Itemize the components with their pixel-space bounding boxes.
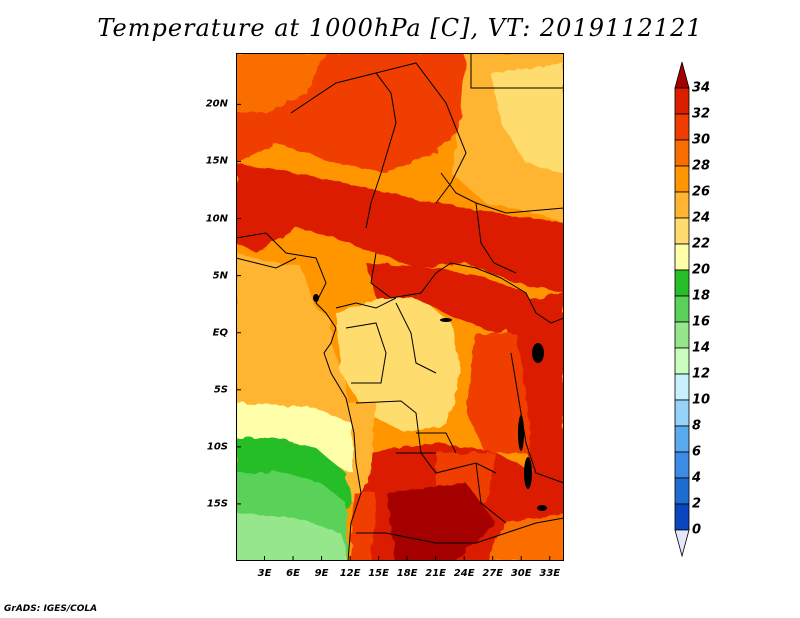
y-tick-label: 5S: [213, 384, 228, 396]
x-tick-label: 12E: [339, 568, 361, 579]
colorbar-cell: [674, 425, 690, 453]
colorbar-label: 16: [692, 314, 711, 330]
colorbar-cell: [674, 87, 690, 115]
x-tick-label: 15E: [368, 568, 389, 579]
colorbar-label: 12: [692, 366, 711, 382]
colorbar-cell: [674, 503, 690, 531]
colorbar-cell: [674, 269, 690, 297]
colorbar-cell: [674, 321, 690, 349]
y-tick-label: 15N: [205, 155, 228, 167]
colorbar-label: 2: [692, 496, 702, 512]
field-south-hottest: [386, 483, 496, 561]
chart-title: Temperature at 1000hPa [C], VT: 20191121…: [97, 14, 703, 42]
field-sahel-hot: [236, 163, 564, 293]
colorbar-label: 10: [692, 392, 711, 408]
colorbar-cell: [674, 243, 690, 271]
field-coast-west: [296, 253, 356, 323]
temperature-map: [236, 53, 564, 561]
x-tick-label: 30E: [510, 568, 532, 579]
x-tick-label: 21E: [425, 568, 447, 579]
field-east-lakes: [506, 293, 564, 493]
colorbar-cell: [674, 399, 690, 427]
x-tick-label: 18E: [396, 568, 418, 579]
field-northeast-mild: [491, 63, 564, 173]
colorbar-cell: [674, 529, 690, 558]
y-tick-label: 10N: [205, 213, 228, 225]
colorbar-label: 24: [692, 210, 711, 226]
colorbar-label: 18: [692, 288, 711, 304]
colorbar-label: 28: [692, 158, 711, 174]
colorbar-cell: [674, 62, 690, 89]
colorbar-label: 30: [692, 132, 711, 148]
colorbar-cell: [674, 347, 690, 375]
y-tick-label: 20N: [205, 98, 228, 110]
field-central-hot: [366, 263, 536, 333]
colorbar-label: 14: [692, 340, 711, 356]
colorbar-label: 20: [692, 262, 711, 278]
colorbar-cell: [674, 451, 690, 479]
colorbar-cell: [674, 165, 690, 193]
colorbar-label: 8: [692, 418, 702, 434]
x-tick-label: 3E: [257, 568, 272, 579]
y-tick-label: EQ: [212, 327, 228, 339]
x-tick-label: 27E: [482, 568, 504, 579]
colorbar-cell: [674, 139, 690, 167]
colorbar: [674, 62, 690, 558]
grads-credit: GrADS: IGES/COLA: [4, 604, 98, 614]
field-east-warm: [466, 333, 531, 453]
colorbar-label: 34: [692, 80, 711, 96]
colorbar-label: 6: [692, 444, 702, 460]
field-southeast: [486, 513, 564, 561]
colorbar-cell: [674, 191, 690, 219]
colorbar-label: 26: [692, 184, 711, 200]
x-tick-label: 6E: [286, 568, 300, 579]
field-namibia-coast: [351, 493, 376, 561]
y-tick-label: 15S: [206, 498, 228, 510]
colorbar-label: 0: [692, 522, 702, 538]
colorbar-cell: [674, 295, 690, 323]
colorbar-cell: [674, 477, 690, 505]
y-tick-label: 5N: [212, 270, 228, 282]
map-frame: [236, 53, 564, 561]
x-tick-label: 9E: [314, 568, 329, 579]
colorbar-label: 22: [692, 236, 711, 252]
y-tick-label: 10S: [206, 441, 228, 453]
field-atlantic-green-3: [236, 513, 348, 561]
country-borders: [236, 53, 564, 561]
colorbar-label: 4: [692, 470, 702, 486]
x-tick-label: 33E: [539, 568, 561, 579]
colorbar-cell: [674, 373, 690, 401]
colorbar-cell: [674, 217, 690, 245]
colorbar-label: 32: [692, 106, 711, 122]
field-congo: [336, 298, 461, 433]
x-tick-label: 24E: [453, 568, 475, 579]
colorbar-cell: [674, 113, 690, 141]
field-northwest: [236, 53, 326, 113]
